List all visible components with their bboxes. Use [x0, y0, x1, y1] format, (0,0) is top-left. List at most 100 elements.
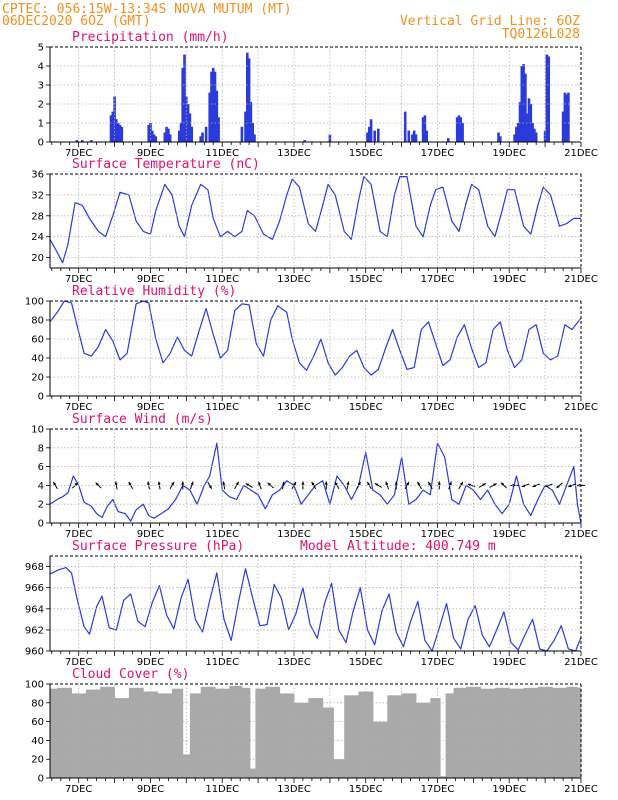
temperature-x-tick-label: 9DEC [137, 274, 164, 285]
pressure-x-tick-label: 19DEC [492, 657, 526, 668]
wind-arrow-head [335, 481, 338, 486]
pressure-plot-area [50, 556, 581, 651]
precipitation-bar [525, 113, 529, 142]
precipitation-bar [177, 130, 181, 142]
wind-y-tick-label: 0 [38, 519, 44, 530]
precipitation-bar [447, 138, 450, 142]
wind-arrow-head [114, 481, 118, 485]
cloud-cover-column [577, 687, 582, 778]
precipitation-bar [109, 115, 113, 142]
precipitation-bar [118, 124, 122, 142]
pressure-x-tick-label: 21DEC [564, 657, 598, 668]
cloud-cover-column [401, 693, 417, 778]
precipitation-bar [303, 140, 306, 142]
wind-y-tick-label: 10 [31, 425, 44, 436]
precipitation-bar [211, 67, 215, 142]
wind-arrow-head [448, 481, 452, 486]
cloud-cover-column [229, 685, 243, 778]
wind-direction-arrow [374, 482, 383, 488]
cloud-cover-column [494, 687, 510, 778]
header-code: TQ0126L028 [502, 27, 580, 42]
humidity-x-tick-label: 7DEC [65, 402, 92, 413]
precipitation-bar [369, 119, 373, 142]
wind-arrow-head [74, 482, 78, 486]
precipitation-x-tick-label: 21DEC [564, 148, 598, 159]
precipitation-title: Precipitation (mm/h) [72, 30, 229, 45]
wind-direction-arrow [181, 481, 185, 490]
wind-arrow-head [394, 481, 398, 485]
precipitation-bar [527, 98, 531, 142]
humidity-x-tick-label: 11DEC [205, 402, 239, 413]
wind-arrow-head [235, 481, 239, 486]
precipitation-bar [75, 140, 79, 142]
humidity-panel: 7DEC 9DEC 11DEC 13DEC 15DEC 17DEC 19DEC 21DEC 0 2… [25, 284, 598, 413]
wind-arrow-head [346, 481, 350, 485]
precipitation-x-tick-label: 7DEC [65, 148, 92, 159]
precipitation-bar [213, 71, 217, 142]
precipitation-bar [533, 128, 536, 142]
precipitation-x-tick-label: 15DEC [349, 148, 383, 159]
wind-direction-arrow [245, 482, 253, 488]
wind-direction-arrow [281, 481, 285, 490]
cloud-cover-x-tick-label: 19DEC [492, 784, 526, 795]
precipitation-bar [516, 123, 520, 142]
wind-arrow-head [95, 482, 99, 486]
pressure-panel: 7DEC 9DEC 11DEC 13DEC 15DEC 17DEC 19DEC 21DEC 96… [25, 539, 598, 668]
precipitation-bar [414, 134, 418, 142]
precipitation-bar [455, 117, 459, 142]
precipitation-bar [179, 123, 183, 142]
humidity-y-tick-label: 0 [38, 392, 44, 403]
wind-x-tick-label: 17DEC [421, 529, 455, 540]
precipitation-bar [120, 126, 124, 142]
wind-plot-area [50, 429, 581, 523]
precipitation-bar [186, 104, 190, 142]
wind-x-tick-label: 21DEC [564, 529, 598, 540]
temperature-x-tick-label: 15DEC [349, 274, 383, 285]
precipitation-bar [567, 92, 570, 142]
precipitation-bar [190, 126, 193, 142]
precipitation-bar [368, 126, 371, 142]
wind-direction-arrow [500, 482, 508, 489]
cloud-cover-column [537, 686, 553, 778]
wind-x-tick-label: 13DEC [277, 529, 311, 540]
precipitation-plot-area [50, 47, 581, 142]
temperature-x-tick-label: 7DEC [65, 274, 92, 285]
cloud-cover-x-tick-label: 13DEC [277, 784, 311, 795]
cloud-cover-column [265, 686, 281, 778]
precipitation-bar [513, 134, 516, 142]
wind-x-tick-label: 7DEC [65, 529, 92, 540]
humidity-x-tick-label: 19DEC [492, 402, 526, 413]
wind-direction-arrow [489, 482, 497, 488]
precipitation-bar [461, 123, 464, 142]
humidity-x-tick-label: 17DEC [421, 402, 455, 413]
cloud-cover-column [440, 776, 446, 778]
wind-arrow-head [53, 481, 57, 486]
wind-arrow-head [281, 481, 285, 485]
precipitation-bar [116, 123, 120, 142]
humidity-title: Relative Humidity (%) [72, 284, 236, 299]
wind-arrow-head [556, 484, 560, 488]
cloud-cover-column [387, 695, 403, 778]
cloud-cover-y-tick-label: 100 [25, 680, 44, 691]
wind-arrow-head [482, 483, 486, 487]
humidity-y-tick-label: 60 [31, 335, 44, 346]
precipitation-bar [547, 56, 550, 142]
precipitation-bar [201, 132, 204, 142]
precipitation-bar [188, 113, 192, 142]
wind-arrow-head [493, 483, 497, 487]
humidity-x-tick-label: 21DEC [564, 402, 598, 413]
cloud-cover-column [552, 687, 568, 778]
precipitation-bar [518, 102, 522, 142]
cloud-cover-column [57, 687, 72, 778]
precipitation-bar [115, 119, 118, 142]
precipitation-bar [499, 136, 502, 142]
wind-series-line [49, 442, 582, 524]
pressure-y-tick-label: 966 [25, 583, 44, 594]
wind-direction-arrow [324, 481, 328, 490]
cloud-cover-column [241, 687, 251, 778]
cloud-cover-x-tick-label: 7DEC [65, 784, 92, 795]
wind-direction-arrow [52, 481, 58, 490]
humidity-x-tick-label: 15DEC [349, 402, 383, 413]
precipitation-y-tick-label: 2 [38, 100, 44, 111]
precipitation-bar [183, 54, 186, 142]
